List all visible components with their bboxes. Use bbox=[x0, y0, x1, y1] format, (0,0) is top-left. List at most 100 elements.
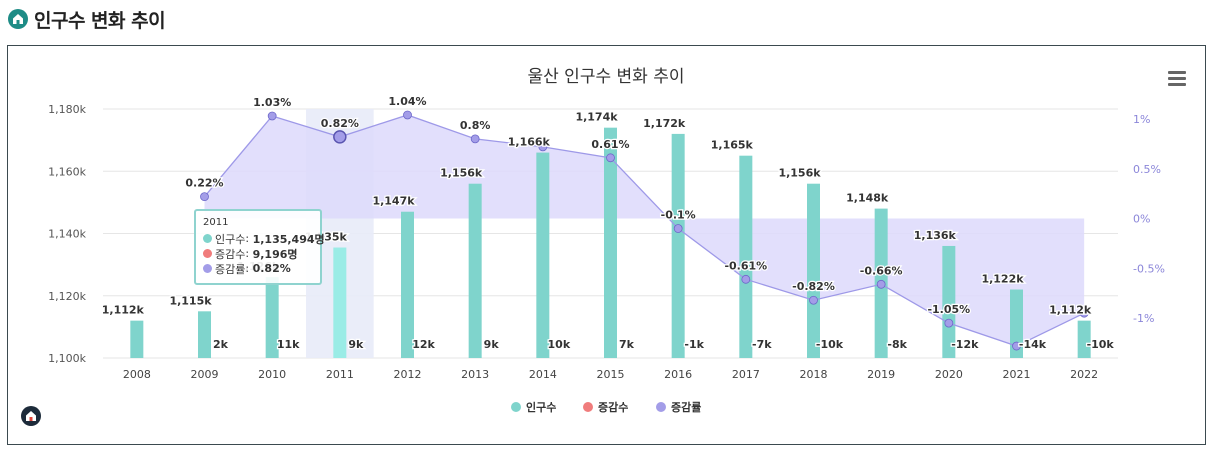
tooltip-row-population: 인구수: 1,135,494명 bbox=[203, 231, 325, 246]
legend-marker bbox=[656, 402, 666, 412]
population-label: 1,115k bbox=[169, 294, 212, 307]
rate-marker bbox=[470, 134, 480, 144]
tooltip-year: 2011 bbox=[203, 217, 229, 228]
x-tick-label: 2008 bbox=[123, 368, 151, 381]
population-label: 1,156k bbox=[440, 167, 483, 180]
legend-label: 인구수 bbox=[526, 400, 556, 414]
home-icon bbox=[8, 9, 28, 29]
rate-label: 0.8% bbox=[460, 119, 491, 132]
change-label: 9k bbox=[484, 338, 500, 351]
population-bar bbox=[401, 211, 414, 358]
y-left-tick-label: 1,100k bbox=[48, 352, 86, 365]
rate-label: -1.05% bbox=[927, 303, 970, 316]
legend-label: 증감률 bbox=[671, 400, 701, 414]
chart-panel: 울산 인구수 변화 추이 1,100k 1,120k 1,140k 1,160k 1,18… bbox=[7, 45, 1206, 445]
tooltip-label: 증감률 bbox=[215, 262, 246, 276]
rate-label: -0.61% bbox=[724, 259, 767, 272]
tooltip-dot bbox=[203, 264, 212, 273]
population-bar bbox=[130, 320, 144, 358]
tooltip-row-change: 증감수: 9,196명 bbox=[203, 246, 320, 261]
rate-label: 0.82% bbox=[321, 117, 359, 130]
change-label: -8k bbox=[887, 338, 907, 351]
population-label: 1,156k bbox=[778, 167, 821, 180]
population-bar bbox=[536, 152, 550, 358]
change-label: 10k bbox=[548, 338, 571, 351]
population-bar bbox=[604, 127, 617, 358]
page-header: 인구수 변화 추이 bbox=[8, 6, 166, 32]
rate-label: 0.22% bbox=[185, 177, 223, 190]
rate-marker bbox=[1012, 341, 1021, 351]
population-label: 1,165k bbox=[711, 139, 754, 152]
rate-marker bbox=[809, 295, 818, 305]
tooltip-value: 1,135,494명 bbox=[252, 232, 325, 246]
chart-menu-icon[interactable] bbox=[1168, 71, 1186, 87]
x-tick-label: 2022 bbox=[1070, 368, 1098, 381]
tooltip-label: 증감수 bbox=[215, 247, 246, 261]
rate-marker bbox=[333, 130, 347, 144]
population-label: 1,112k bbox=[102, 304, 145, 317]
legend-label: 증감수 bbox=[598, 400, 628, 414]
rate-label: 1.04% bbox=[388, 95, 426, 108]
population-bar bbox=[739, 155, 753, 358]
rate-label: 0.61% bbox=[591, 138, 629, 151]
rate-label: -0.82% bbox=[792, 280, 835, 293]
y-right-tick-label: 0% bbox=[1133, 213, 1150, 226]
population-label: 1,172k bbox=[643, 117, 686, 130]
y-left-tick-label: 1,140k bbox=[48, 228, 86, 241]
population-label: 1,136k bbox=[914, 229, 957, 242]
x-tick-label: 2019 bbox=[867, 368, 895, 381]
rate-marker bbox=[1079, 308, 1089, 318]
rate-marker bbox=[944, 318, 954, 328]
population-bar bbox=[333, 247, 347, 358]
population-bar bbox=[942, 245, 956, 358]
rate-marker bbox=[876, 279, 886, 289]
population-bar bbox=[468, 183, 482, 358]
population-bar bbox=[1010, 289, 1023, 358]
change-label: -7k bbox=[752, 338, 772, 351]
tooltip-label: 인구수 bbox=[215, 232, 246, 246]
x-tick-label: 2012 bbox=[394, 368, 422, 381]
tooltip-value: 0.82% bbox=[252, 262, 291, 275]
change-label: 2k bbox=[213, 338, 229, 351]
legend-marker bbox=[511, 402, 521, 412]
x-tick-label: 2021 bbox=[1003, 368, 1031, 381]
rate-marker bbox=[200, 192, 209, 202]
population-label: 1,112k bbox=[1049, 304, 1092, 317]
population-bar bbox=[198, 311, 211, 358]
chart-title: 울산 인구수 변화 추이 bbox=[528, 67, 685, 87]
rate-marker bbox=[606, 153, 615, 163]
x-tick-label: 2010 bbox=[258, 368, 286, 381]
change-label: -10k bbox=[1087, 338, 1115, 351]
population-bar bbox=[265, 277, 279, 358]
legend-marker bbox=[583, 402, 593, 412]
chart-tooltip: 2011 인구수: 1,135,494명 증감수: 9,196명 증감률: 0.… bbox=[194, 209, 325, 285]
rate-line bbox=[204, 114, 1085, 347]
brand-logo-icon bbox=[21, 406, 41, 426]
y-right-tick-label: 1% bbox=[1133, 113, 1150, 126]
tooltip-dot bbox=[203, 249, 212, 258]
change-label: -14k bbox=[1019, 338, 1047, 351]
rate-marker bbox=[538, 142, 548, 152]
x-tick-label: 2011 bbox=[326, 368, 354, 381]
rate-label: -0.1% bbox=[661, 209, 696, 222]
x-tick-label: 2014 bbox=[529, 368, 557, 381]
rate-label: 1.03% bbox=[253, 96, 291, 109]
population-label: 1,174k bbox=[575, 111, 618, 124]
tooltip-dot bbox=[203, 234, 212, 243]
population-label: 1,147k bbox=[372, 195, 415, 208]
change-label: 11k bbox=[277, 338, 300, 351]
population-chart: 울산 인구수 변화 추이 1,100k 1,120k 1,140k 1,160k 1,18… bbox=[48, 67, 1165, 414]
population-bar bbox=[1077, 320, 1091, 358]
population-bar bbox=[807, 183, 820, 358]
x-tick-label: 2016 bbox=[664, 368, 692, 381]
x-tick-label: 2013 bbox=[461, 368, 489, 381]
population-label: 1,166k bbox=[508, 136, 551, 149]
change-label: 7k bbox=[619, 338, 635, 351]
change-label: -10k bbox=[816, 338, 844, 351]
rate-marker bbox=[403, 110, 412, 120]
rate-marker bbox=[673, 224, 683, 233]
y-left-tick-label: 1,120k bbox=[48, 290, 86, 303]
y-right-tick-label: 0.5% bbox=[1133, 163, 1161, 176]
change-label: 12k bbox=[412, 338, 435, 351]
x-tick-label: 2015 bbox=[597, 368, 625, 381]
